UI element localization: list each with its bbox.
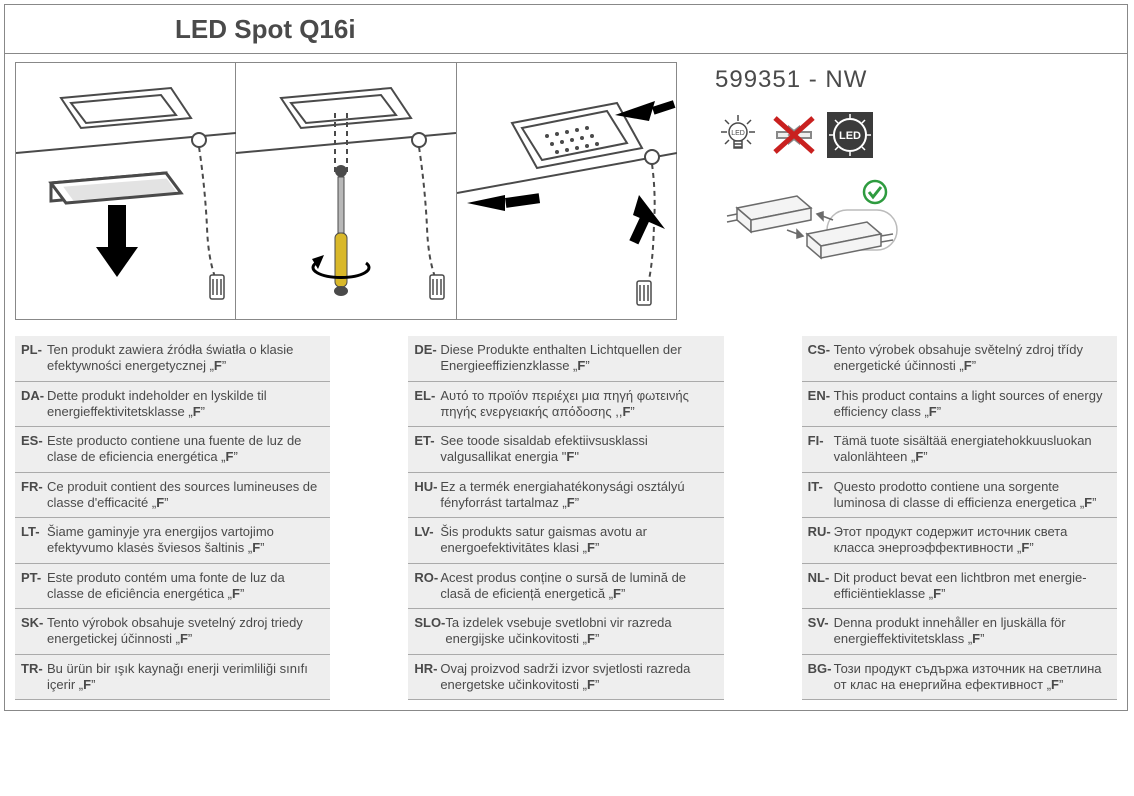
lang-text: Acest produs conține o sursă de lumină d…	[440, 570, 715, 603]
lang-code: PL-	[21, 342, 47, 375]
lang-text: Tento výrobok obsahuje svetelný zdroj tr…	[47, 615, 322, 648]
lang-code: BG-	[808, 661, 834, 694]
diagram-unscrew	[236, 63, 456, 319]
lang-code: SLO-	[414, 615, 445, 648]
lang-cell-de: DE-Diese Produkte enthalten Lichtquellen…	[408, 336, 723, 382]
lang-code: RO-	[414, 570, 440, 603]
lang-code: CS-	[808, 342, 834, 375]
connector-icon	[715, 178, 915, 278]
lang-text: Dette produkt indeholder en lyskilde til…	[47, 388, 322, 421]
lang-text: Bu ürün bir ışık kaynağı enerji verimlil…	[47, 661, 322, 694]
lang-text: This product contains a light sources of…	[834, 388, 1109, 421]
lang-code: SK-	[21, 615, 47, 648]
install-diagrams	[15, 62, 677, 320]
lang-text: Αυτό το προϊόν περιέχει μια πηγή φωτεινή…	[440, 388, 715, 421]
lang-cell-ro: RO-Acest produs conține o sursă de lumin…	[408, 564, 723, 610]
unscrew-icon	[236, 63, 456, 319]
replaceability-icons: LED	[715, 112, 1117, 158]
lang-text: Dit product bevat een lichtbron met ener…	[834, 570, 1109, 603]
lang-text: Tento výrobek obsahuje světelný zdroj tř…	[834, 342, 1109, 375]
datasheet: LED Spot Q16i	[4, 4, 1128, 711]
not-replaceable-icon	[769, 112, 819, 158]
lang-cell-slo: SLO-Ta izdelek vsebuje svetlobni vir raz…	[408, 609, 723, 655]
lang-text: Šis produkts satur gaismas avotu ar ener…	[440, 524, 715, 557]
lang-cell-hr: HR-Ovaj proizvod sadrži izvor svjetlosti…	[408, 655, 723, 701]
product-title: LED Spot Q16i	[175, 14, 356, 45]
lang-cell-sk: SK-Tento výrobok obsahuje svetelný zdroj…	[15, 609, 330, 655]
lang-text: Този продукт съдържа източник на светлин…	[834, 661, 1109, 694]
lang-cell-pt: PT-Este produto contém uma fonte de luz …	[15, 564, 330, 610]
top-area: 599351 - NW	[5, 54, 1127, 330]
lang-code: EL-	[414, 388, 440, 421]
lang-text: Este produto contém uma fonte de luz da …	[47, 570, 322, 603]
lang-code: FR-	[21, 479, 47, 512]
lang-code: RU-	[808, 524, 834, 557]
lang-cell-da: DA-Dette produkt indeholder en lyskilde …	[15, 382, 330, 428]
lang-text: Этот продукт содержит источник света кла…	[834, 524, 1109, 557]
lang-code: HR-	[414, 661, 440, 694]
meta-area: 599351 - NW	[695, 62, 1117, 320]
lang-code: IT-	[808, 479, 834, 512]
lang-cell-fi: FI-Tämä tuote sisältää energiatehokkuusl…	[802, 427, 1117, 473]
lang-code: FI-	[808, 433, 834, 466]
lang-cell-tr: TR-Bu ürün bir ışık kaynağı enerji verim…	[15, 655, 330, 701]
remove-cover-icon	[16, 63, 236, 319]
led-bulb-icon: LED	[715, 112, 761, 158]
svg-text:LED: LED	[839, 130, 861, 142]
lang-text: Ce produit contient des sources lumineus…	[47, 479, 322, 512]
lang-code: SV-	[808, 615, 834, 648]
lang-code: EN-	[808, 388, 834, 421]
lang-cell-lv: LV-Šis produkts satur gaismas avotu ar e…	[408, 518, 723, 564]
connector-diagram	[715, 178, 1117, 283]
lang-cell-it: IT-Questo prodotto contiene una sorgente…	[802, 473, 1117, 519]
lang-code: NL-	[808, 570, 834, 603]
lang-text: Este producto contiene una fuente de luz…	[47, 433, 322, 466]
lang-code: LT-	[21, 524, 47, 557]
lang-code: ES-	[21, 433, 47, 466]
lang-text: See toode sisaldab efektiivsusklassi val…	[440, 433, 715, 466]
lang-cell-el: EL-Αυτό το προϊόν περιέχει μια πηγή φωτε…	[408, 382, 723, 428]
lang-cell-fr: FR-Ce produit contient des sources lumin…	[15, 473, 330, 519]
lang-code: DE-	[414, 342, 440, 375]
lang-code: HU-	[414, 479, 440, 512]
lang-cell-sv: SV-Denna produkt innehåller en ljuskälla…	[802, 609, 1117, 655]
diagram-pull-out	[457, 63, 676, 319]
lang-cell-bg: BG-Този продукт съдържа източник на свет…	[802, 655, 1117, 701]
lang-text: Diese Produkte enthalten Lichtquellen de…	[440, 342, 715, 375]
lang-cell-ru: RU-Этот продукт содержит источник света …	[802, 518, 1117, 564]
lang-code: TR-	[21, 661, 47, 694]
title-row: LED Spot Q16i	[5, 5, 1127, 54]
lang-text: Ez a termék energiahatékonysági osztályú…	[440, 479, 715, 512]
lang-cell-lt: LT-Šiame gaminyje yra energijos vartojim…	[15, 518, 330, 564]
lang-text: Denna produkt innehåller en ljuskälla fö…	[834, 615, 1109, 648]
lang-text: Šiame gaminyje yra energijos vartojimo e…	[47, 524, 322, 557]
lang-code: LV-	[414, 524, 440, 557]
lang-cell-pl: PL-Ten produkt zawiera źródła światła o …	[15, 336, 330, 382]
lang-code: ET-	[414, 433, 440, 466]
lang-text: Ovaj proizvod sadrži izvor svjetlosti ra…	[440, 661, 715, 694]
lang-cell-es: ES-Este producto contiene una fuente de …	[15, 427, 330, 473]
lang-cell-nl: NL-Dit product bevat een lichtbron met e…	[802, 564, 1117, 610]
lang-cell-hu: HU-Ez a termék energiahatékonysági osztá…	[408, 473, 723, 519]
led-module-icon: LED	[827, 112, 873, 158]
lang-text: Tämä tuote sisältää energiatehokkuusluok…	[834, 433, 1109, 466]
svg-text:LED: LED	[731, 130, 745, 137]
lang-cell-en: EN-This product contains a light sources…	[802, 382, 1117, 428]
lang-text: Ten produkt zawiera źródła światła o kla…	[47, 342, 322, 375]
lang-code: DA-	[21, 388, 47, 421]
lang-text: Questo prodotto contiene una sorgente lu…	[834, 479, 1109, 512]
lang-cell-cs: CS-Tento výrobek obsahuje světelný zdroj…	[802, 336, 1117, 382]
lang-code: PT-	[21, 570, 47, 603]
lang-cell-et: ET-See toode sisaldab efektiivsusklassi …	[408, 427, 723, 473]
diagram-remove-cover	[16, 63, 236, 319]
language-table: PL-Ten produkt zawiera źródła światła o …	[5, 330, 1127, 710]
lang-text: Ta izdelek vsebuje svetlobni vir razreda…	[445, 615, 715, 648]
pull-out-icon	[457, 63, 677, 319]
product-code: 599351 - NW	[715, 66, 1117, 94]
